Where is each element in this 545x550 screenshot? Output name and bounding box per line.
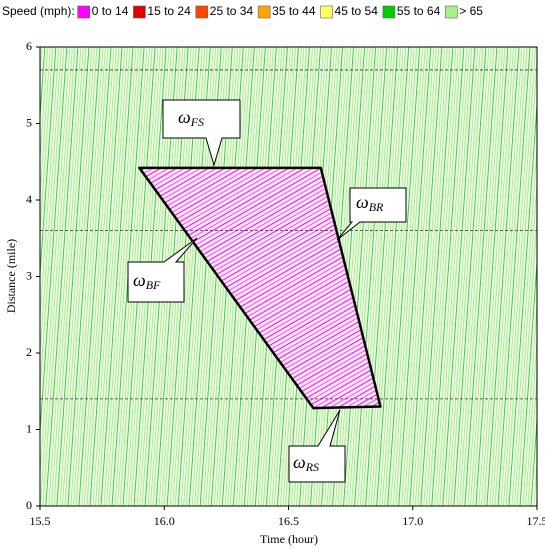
legend-swatch	[320, 5, 333, 19]
legend-label: 45 to 54	[335, 4, 379, 18]
legend-swatch	[77, 5, 91, 19]
y-tick-label: 1	[26, 421, 32, 435]
x-axis-label: Time (hour)	[260, 532, 318, 546]
y-tick-label: 5	[26, 115, 32, 129]
legend-label: > 65	[459, 4, 483, 18]
legend-label: 55 to 64	[397, 4, 441, 18]
legend-swatch	[257, 5, 271, 19]
y-tick-label: 6	[26, 39, 32, 53]
legend-title: Speed (mph):	[2, 4, 75, 18]
callout-box	[336, 187, 407, 241]
legend-label: 35 to 44	[272, 4, 316, 18]
callout-label: ωBR	[356, 192, 384, 214]
callout-box	[127, 237, 198, 303]
legend-label: 15 to 24	[147, 4, 191, 18]
legend-swatch	[195, 5, 209, 19]
legend-swatch	[444, 5, 458, 19]
y-tick-label: 0	[26, 498, 32, 512]
callout-box	[288, 409, 346, 483]
legend-label: 0 to 14	[92, 4, 129, 18]
x-tick-label: 17.0	[402, 514, 423, 528]
callout-label: ωRS	[293, 452, 319, 474]
queue-area	[138, 166, 382, 410]
legend-swatch	[382, 5, 396, 19]
y-axis-label: Distance (mile)	[4, 239, 18, 313]
y-tick-label: 4	[26, 192, 32, 206]
legend-label: 25 to 34	[210, 4, 254, 18]
callout-label: ωFS	[178, 107, 204, 129]
y-tick-label: 3	[26, 268, 32, 282]
y-tick-label: 2	[26, 345, 32, 359]
plot-area	[40, 47, 537, 506]
x-tick-label: 17.5	[527, 514, 545, 528]
x-tick-label: 16.5	[278, 514, 299, 528]
x-tick-label: 16.0	[154, 514, 175, 528]
legend-swatch	[133, 5, 146, 19]
callout-label: ωBF	[133, 270, 161, 292]
callout-box	[162, 99, 241, 167]
callouts: ωFS ωBR ωBF ωRS	[127, 99, 407, 483]
x-tick-label: 15.5	[30, 514, 51, 528]
